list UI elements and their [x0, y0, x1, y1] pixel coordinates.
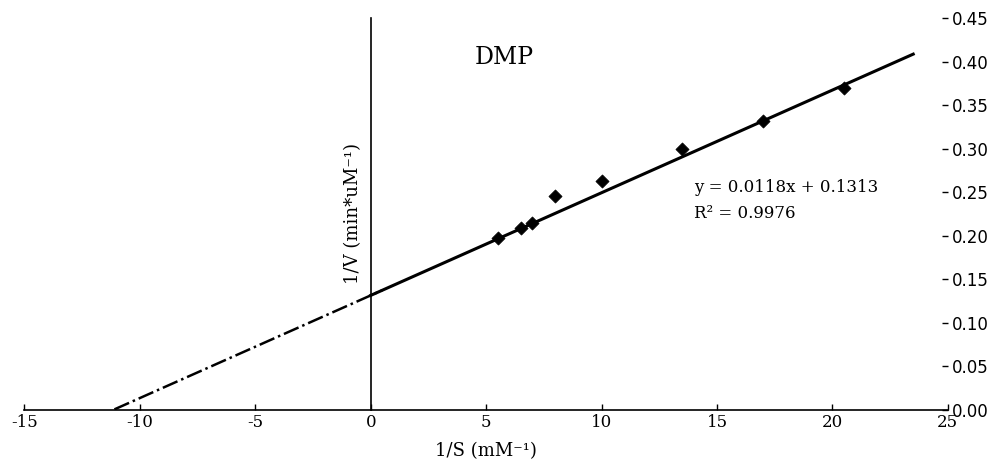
Point [755, 117, 771, 124]
Point [836, 84, 852, 91]
Point [513, 224, 529, 232]
Point [594, 177, 610, 185]
Text: DMP: DMP [475, 46, 534, 69]
Point [674, 145, 690, 153]
Point [547, 193, 563, 200]
Text: R² = 0.9976: R² = 0.9976 [694, 205, 795, 222]
Point [524, 219, 540, 227]
X-axis label: 1/S (mM⁻¹): 1/S (mM⁻¹) [435, 442, 537, 460]
Text: y = 0.0118x + 0.1313: y = 0.0118x + 0.1313 [694, 179, 878, 196]
Point [490, 235, 506, 242]
Y-axis label: 1/V (min*uM⁻¹): 1/V (min*uM⁻¹) [344, 143, 362, 284]
